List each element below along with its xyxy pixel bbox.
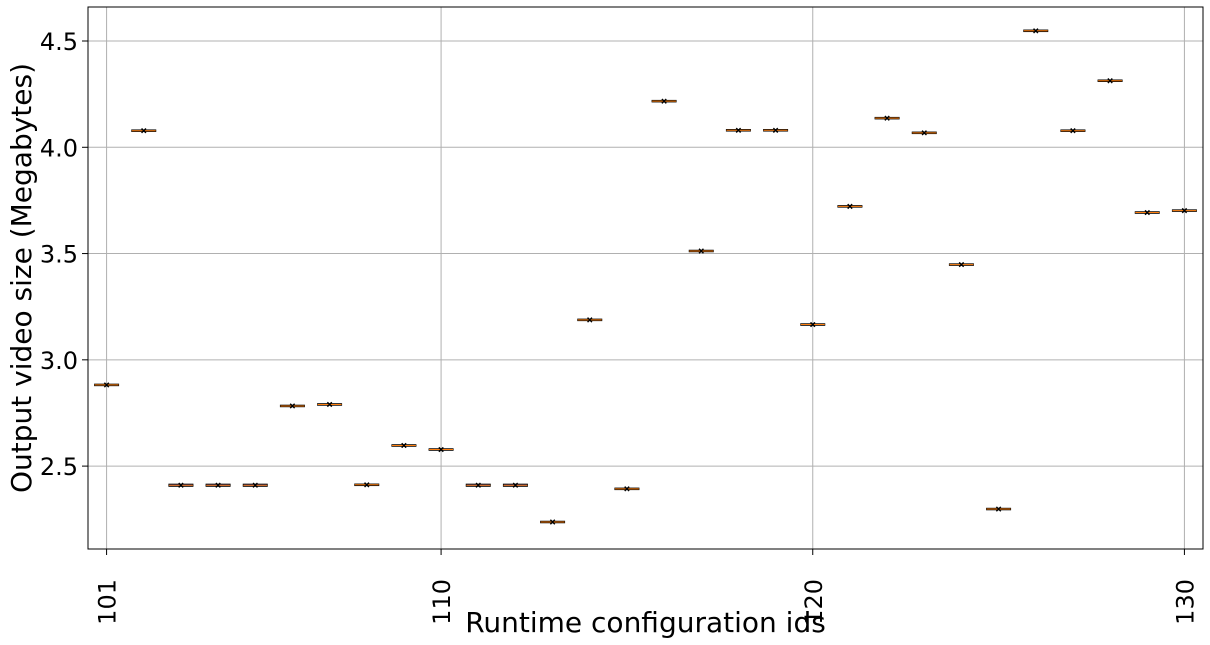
mean-marker [1033, 28, 1039, 34]
mean-marker [252, 482, 258, 488]
box-122 [874, 115, 900, 121]
mean-marker [1107, 78, 1113, 84]
box-130 [1171, 207, 1197, 214]
box-105 [242, 482, 268, 488]
box-117 [688, 248, 714, 254]
y-tick-label: 3.5 [40, 241, 78, 269]
mean-marker [326, 401, 333, 408]
box-124 [948, 261, 974, 268]
mean-marker [587, 317, 593, 323]
x-axis-label: Runtime configuration ids [465, 606, 826, 639]
box-101 [94, 382, 120, 388]
grid-lines [88, 7, 1203, 549]
plot-frame [87, 6, 1204, 550]
box-125 [986, 506, 1012, 512]
box-series [94, 28, 1197, 525]
box-119 [763, 127, 789, 133]
mean-marker [772, 127, 779, 133]
mean-marker [438, 446, 444, 453]
y-axis-ticks: 2.5 3.0 3.5 4.0 4.5 [40, 28, 88, 481]
mean-marker [512, 482, 519, 488]
y-tick-label: 4.5 [40, 28, 78, 56]
box-127 [1060, 128, 1086, 134]
box-126 [1023, 28, 1049, 34]
box-111 [465, 482, 491, 488]
mean-marker [921, 130, 927, 136]
x-tick-label: 120 [800, 579, 828, 625]
box-103 [168, 482, 194, 488]
x-tick-label: 110 [428, 579, 456, 625]
y-tick-label: 2.5 [40, 453, 78, 481]
mean-marker [698, 248, 704, 254]
box-107 [317, 401, 343, 408]
box-110 [428, 446, 454, 453]
x-axis-ticks: 101 110 120 130 [94, 549, 1199, 625]
box-113 [540, 519, 566, 525]
box-106 [279, 403, 305, 409]
mean-marker [958, 261, 965, 268]
mean-marker [289, 403, 296, 409]
mean-marker [735, 127, 742, 133]
box-116 [651, 98, 677, 104]
box-128 [1097, 78, 1123, 84]
y-tick-label: 4.0 [40, 134, 78, 162]
mean-marker [1070, 128, 1076, 134]
y-tick-label: 3.0 [40, 347, 78, 375]
mean-marker [549, 519, 556, 525]
box-114 [577, 317, 603, 323]
box-109 [391, 442, 417, 449]
mean-marker [178, 482, 184, 488]
mean-marker [1181, 207, 1188, 214]
mean-marker [847, 203, 853, 210]
mean-marker [995, 506, 1002, 512]
box-129 [1134, 209, 1160, 216]
mean-marker [810, 321, 816, 328]
mean-marker [661, 98, 667, 104]
mean-marker [1144, 209, 1150, 216]
mean-marker [364, 482, 370, 488]
mean-marker [475, 482, 481, 488]
mean-marker [884, 115, 890, 121]
box-120 [800, 321, 826, 328]
mean-marker [141, 128, 147, 134]
box-108 [354, 482, 380, 488]
box-121 [837, 203, 863, 210]
mean-marker [624, 486, 630, 492]
box-123 [911, 130, 937, 136]
box-115 [614, 486, 640, 492]
box-102 [131, 128, 157, 134]
box-112 [502, 482, 528, 488]
x-tick-label: 101 [94, 579, 122, 625]
mean-marker [103, 382, 110, 388]
mean-marker [215, 482, 221, 488]
mean-marker [401, 442, 407, 449]
box-104 [205, 482, 231, 488]
y-axis-label: Output video size (Megabytes) [5, 63, 38, 493]
x-tick-label: 130 [1171, 579, 1199, 625]
box-118 [725, 127, 751, 133]
